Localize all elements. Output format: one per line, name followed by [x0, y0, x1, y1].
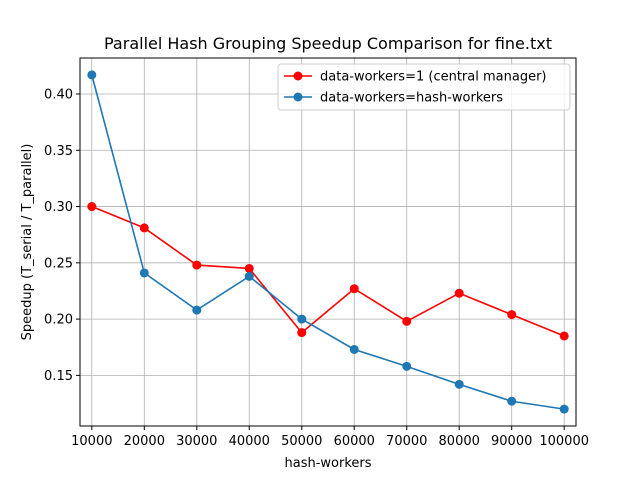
- plot-frame: [79, 57, 577, 427]
- x-tick-label: 20000: [124, 434, 165, 449]
- data-point: [507, 396, 517, 406]
- data-point: [454, 288, 464, 298]
- x-tick-label: 80000: [439, 434, 480, 449]
- chart-title: Parallel Hash Grouping Speedup Compariso…: [104, 34, 552, 53]
- y-tick-label: 0.40: [44, 88, 73, 103]
- x-tick-label: 30000: [176, 434, 217, 449]
- data-point: [244, 271, 254, 281]
- y-axis-label: Speedup (T_serial / T_parallel): [20, 144, 35, 341]
- legend-swatch-marker: [293, 92, 303, 102]
- legend-label: data-workers=1 (central manager): [320, 70, 547, 85]
- legend-swatch-marker: [293, 71, 303, 81]
- data-point: [559, 404, 569, 414]
- y-tick-label: 0.20: [44, 313, 73, 328]
- data-point: [349, 284, 359, 294]
- data-point: [402, 361, 412, 371]
- legend-label: data-workers=hash-workers: [320, 91, 503, 106]
- grid: [80, 58, 576, 426]
- x-tick-label: 70000: [386, 434, 427, 449]
- x-tick-label: 90000: [491, 434, 532, 449]
- data-point: [139, 223, 149, 233]
- data-point: [559, 331, 569, 341]
- data-point: [87, 202, 97, 212]
- data-point: [507, 310, 517, 320]
- x-tick-label: 50000: [281, 434, 322, 449]
- series-2: [87, 70, 569, 414]
- data-point: [139, 268, 149, 278]
- data-point: [297, 328, 307, 338]
- series-layer: [87, 70, 569, 414]
- y-tick-label: 0.25: [44, 256, 73, 271]
- y-tick-label: 0.15: [44, 369, 73, 384]
- y-tick-label: 0.30: [44, 200, 73, 215]
- x-tick-label: 10000: [71, 434, 112, 449]
- x-axis-label: hash-workers: [284, 456, 371, 471]
- legend-box: [277, 63, 571, 111]
- series-1: [87, 202, 569, 341]
- legend: data-workers=1 (central manager) data-wor…: [277, 63, 571, 111]
- series-line: [91, 74, 565, 410]
- data-point: [349, 344, 359, 354]
- x-tick-label: 100000: [539, 434, 589, 449]
- data-point: [297, 314, 307, 324]
- data-point: [192, 260, 202, 270]
- series-line: [91, 205, 565, 337]
- data-point: [454, 379, 464, 389]
- ticks: 10000 20000 30000 40000 50000 60000 70000 80000…: [44, 88, 589, 449]
- data-point: [402, 316, 412, 326]
- y-tick-label: 0.35: [44, 144, 73, 159]
- data-point: [87, 70, 97, 80]
- data-point: [192, 305, 202, 315]
- data-point: [244, 263, 254, 273]
- x-tick-label: 40000: [229, 434, 270, 449]
- x-tick-label: 60000: [334, 434, 375, 449]
